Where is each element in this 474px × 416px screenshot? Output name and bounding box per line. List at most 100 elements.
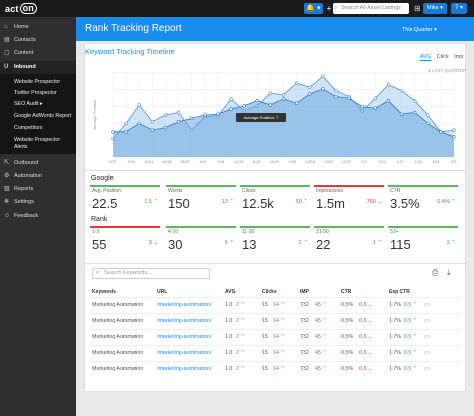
top-bar: act on 🔔 ▾ + ⌕ Search All Asset Listings… (0, 0, 474, 17)
data-point (439, 130, 443, 134)
sidebar: ⌂ Home ▤ Contacts ▢ Content U Inbound We… (0, 17, 76, 416)
search-placeholder: Search All Asset Listings (341, 5, 401, 11)
rank-metric-2: 11-20 13 2 ⌃ (240, 226, 310, 260)
metric-change: 0.4% ⌃ (437, 199, 456, 205)
add-icon[interactable]: + (326, 4, 332, 13)
user-menu-button[interactable]: Mike ▾ (423, 3, 447, 14)
cell-avg: 1.0 (225, 334, 233, 340)
data-point (294, 81, 299, 85)
automation-icon: ⚙ (4, 173, 10, 179)
data-point (412, 99, 417, 103)
data-point (255, 99, 259, 103)
sidebar-item-contacts[interactable]: ▤ Contacts (0, 34, 76, 47)
data-point (163, 125, 168, 130)
metric-bar (90, 226, 160, 228)
data-point (137, 103, 141, 107)
data-point (124, 121, 128, 126)
tab-imp[interactable]: Imp (454, 54, 464, 60)
data-point (373, 106, 378, 110)
sidebar-item-inbound[interactable]: U Inbound (0, 61, 76, 74)
sidebar-item-reports[interactable]: ▥ Reports (0, 183, 76, 196)
google-metric-3: Impressions 1.5m 750 ⌄ (314, 185, 384, 219)
column-header-imp[interactable]: IMP (300, 289, 309, 295)
data-point (229, 97, 233, 101)
column-header-avg[interactable]: AVG (225, 289, 236, 295)
cell-keyword: Marketing Automation (92, 318, 144, 324)
metric-bar (388, 185, 458, 187)
cell-url[interactable]: /marketing-automation/ (157, 350, 212, 356)
data-point (268, 103, 273, 107)
data-point (308, 92, 312, 96)
cell-clicks-chg: 14 ⌃ (273, 334, 285, 340)
date-range-dropdown[interactable]: This Quarter ▾ (402, 27, 437, 33)
submenu-alerts-continued[interactable]: Alerts (14, 144, 28, 150)
data-point (111, 130, 115, 134)
cell-clicks: 15 (262, 302, 268, 308)
cell-imp: 732 (300, 350, 309, 356)
metric-bar (240, 185, 310, 187)
row-action-icon[interactable]: ▭ (424, 302, 430, 308)
apps-grid-icon[interactable]: ⊞ (414, 4, 421, 13)
help-button[interactable]: ? ▾ (451, 3, 467, 14)
submenu-website-prospector[interactable]: Website Prospector (14, 79, 61, 85)
global-search-input[interactable]: ⌕ Search All Asset Listings (333, 3, 409, 14)
data-point (281, 97, 286, 101)
cell-exp: 1.7% (389, 318, 402, 324)
sidebar-item-automation[interactable]: ⚙ Automation (0, 170, 76, 183)
page-title: Rank Tracking Report (85, 23, 182, 34)
tab-click[interactable]: Click (436, 54, 449, 60)
x-tick-label: 1/3 (362, 160, 367, 164)
notifications-button[interactable]: 🔔 ▾ (304, 3, 323, 14)
metric-change: 13 ⌃ (221, 199, 234, 205)
settings-icon: ✻ (4, 199, 10, 205)
outbound-icon: ⇱ (4, 160, 10, 166)
inbound-icon: U (4, 64, 9, 70)
chart-legend: ● LAST QUARTER (428, 68, 467, 73)
download-icon[interactable]: ⤓ (447, 268, 451, 277)
tab-avg[interactable]: AVG (420, 54, 432, 61)
cell-url[interactable]: /marketing-automation/ (157, 318, 212, 324)
row-action-icon[interactable]: ▭ (424, 350, 430, 356)
sidebar-item-feedback[interactable]: ☺ Feedback (0, 210, 76, 223)
column-header-ctr[interactable]: CTR (341, 289, 352, 295)
row-action-icon[interactable]: ▭ (424, 366, 430, 372)
cell-ctr: 0.5% (341, 302, 354, 308)
metric-bar (166, 185, 236, 187)
sidebar-item-home[interactable]: ⌂ Home (0, 21, 76, 34)
column-header-url[interactable]: URL (157, 289, 168, 295)
cell-url[interactable]: /marketing-automation/ (157, 334, 212, 340)
submenu-seo-audit[interactable]: SEO Audit ▸ (14, 101, 43, 107)
sidebar-item-content[interactable]: ▢ Content (0, 47, 76, 60)
x-tick-label: 10/11 (144, 160, 153, 164)
sidebar-item-outbound[interactable]: ⇱ Outbound (0, 157, 76, 170)
act-on-logo[interactable]: act on (5, 2, 38, 15)
metric-change: 1 ⌃ (372, 240, 382, 246)
row-action-icon[interactable]: ▭ (424, 318, 430, 324)
google-metric-2: Clicks 12.5k 50 ⌃ (240, 185, 310, 219)
page-header: Rank Tracking Report This Quarter ▾ (76, 17, 474, 41)
metric-label: 1-3 (92, 229, 100, 235)
column-header-exp-ctr[interactable]: Exp CTR (389, 289, 410, 295)
metric-label: 4-10 (168, 229, 179, 235)
metric-bar (166, 226, 236, 228)
row-action-icon[interactable]: ▭ (424, 334, 430, 340)
keyword-search-input[interactable]: ⌕ Search Keywords... (92, 268, 210, 279)
data-point (399, 88, 404, 93)
sidebar-item-settings[interactable]: ✻ Settings (0, 196, 76, 209)
column-header-keywords[interactable]: Keywords (92, 289, 116, 295)
metric-label: Avg. Position (92, 188, 122, 194)
submenu-website-prospector-alerts[interactable]: Website Prospector (14, 137, 61, 143)
metric-value: 55 (92, 237, 107, 252)
cell-url[interactable]: /marketing-automation/ (157, 302, 212, 308)
submenu-google-adwords-report[interactable]: Google AdWords Report (14, 113, 72, 119)
print-icon[interactable]: ⎙ (432, 268, 439, 277)
row-divider (88, 297, 462, 298)
submenu-competitors[interactable]: Competitors (14, 125, 43, 131)
submenu-twitter-prospector[interactable]: Twitter Prospector (14, 90, 57, 96)
row-divider (88, 361, 462, 362)
column-header-clicks[interactable]: Clicks (262, 289, 277, 295)
cell-imp-chg: 45 ⌃ (315, 350, 327, 356)
cell-url[interactable]: /marketing-automation/ (157, 366, 212, 372)
data-point (360, 104, 364, 109)
cell-exp: 1.7% (389, 302, 402, 308)
